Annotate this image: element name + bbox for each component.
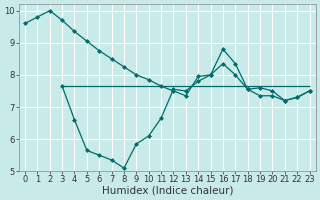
X-axis label: Humidex (Indice chaleur): Humidex (Indice chaleur) xyxy=(101,186,233,196)
